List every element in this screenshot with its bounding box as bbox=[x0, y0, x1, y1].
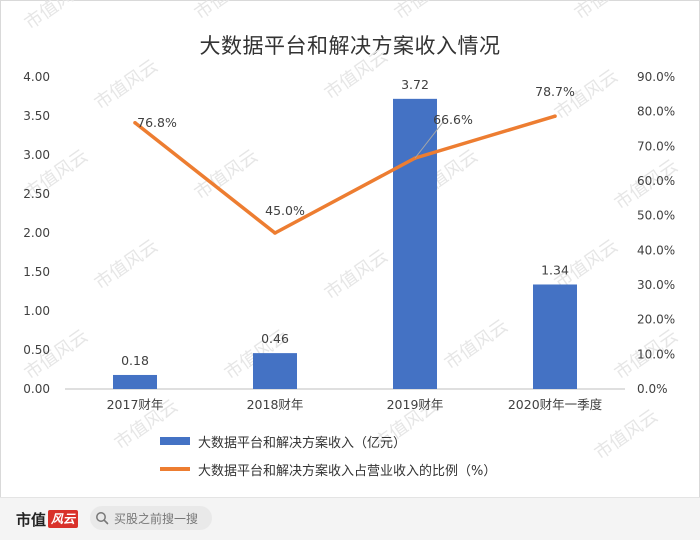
footer-bar: 市值 风云 买股之前搜一搜 bbox=[0, 497, 700, 540]
line-point bbox=[273, 231, 277, 235]
y-right-tick-label: 30.0% bbox=[637, 278, 675, 292]
y-right-tick-label: 50.0% bbox=[637, 209, 675, 223]
bar bbox=[533, 284, 577, 389]
search-input[interactable]: 买股之前搜一搜 bbox=[90, 506, 212, 530]
y-right-tick-label: 60.0% bbox=[637, 174, 675, 188]
line-value-label: 45.0% bbox=[265, 203, 305, 218]
x-tick-label: 2017财年 bbox=[107, 397, 164, 412]
y-left-tick-label: 0.50 bbox=[23, 343, 50, 357]
watermark-text: 市值风云 bbox=[91, 236, 162, 294]
watermark-text: 市值风云 bbox=[441, 316, 512, 374]
line-value-label: 66.6% bbox=[433, 112, 473, 127]
legend-line-swatch bbox=[160, 467, 190, 471]
bar bbox=[113, 374, 157, 389]
line-point bbox=[133, 120, 137, 125]
search-icon bbox=[90, 511, 114, 525]
brand-name: 市值 bbox=[16, 510, 47, 529]
label-leader-line bbox=[414, 121, 444, 159]
legend-line-label: 大数据平台和解决方案收入占营业收入的比例（%） bbox=[198, 463, 497, 479]
watermark-text: 市值风云 bbox=[571, 0, 642, 24]
line-point bbox=[553, 114, 557, 118]
legend-item-bar: 大数据平台和解决方案收入（亿元） bbox=[160, 432, 407, 451]
bar-value-label: 0.18 bbox=[121, 353, 149, 368]
bar bbox=[393, 98, 437, 389]
watermark-text: 市值风云 bbox=[21, 0, 92, 34]
x-tick-label: 2018财年 bbox=[247, 397, 304, 412]
watermark-text: 市值风云 bbox=[321, 46, 392, 104]
line-value-label: 76.8% bbox=[137, 115, 177, 130]
y-right-tick-label: 90.0% bbox=[637, 70, 675, 84]
y-left-tick-label: 1.50 bbox=[23, 265, 50, 279]
y-right-tick-label: 20.0% bbox=[637, 313, 675, 327]
y-left-tick-label: 2.50 bbox=[23, 187, 50, 201]
watermark-text: 市值风云 bbox=[91, 56, 162, 114]
y-left-tick-label: 4.00 bbox=[23, 70, 50, 84]
y-right-tick-label: 10.0% bbox=[637, 347, 675, 361]
y-left-tick-label: 0.00 bbox=[23, 382, 50, 396]
y-right-tick-label: 40.0% bbox=[637, 243, 675, 257]
legend-bar-swatch bbox=[160, 437, 190, 445]
bar bbox=[253, 353, 297, 389]
bar-value-label: 3.72 bbox=[401, 77, 429, 92]
bar-value-label: 0.46 bbox=[261, 331, 289, 346]
search-placeholder: 买股之前搜一搜 bbox=[114, 511, 199, 526]
y-left-tick-label: 2.00 bbox=[23, 226, 50, 240]
chart-title: 大数据平台和解决方案收入情况 bbox=[199, 34, 501, 58]
watermark-text: 市值风云 bbox=[191, 0, 262, 24]
brand-logo[interactable]: 市值 风云 bbox=[16, 508, 79, 530]
y-left-tick-label: 3.00 bbox=[23, 148, 50, 162]
x-tick-label: 2020财年一季度 bbox=[508, 397, 603, 412]
y-right-tick-label: 80.0% bbox=[637, 105, 675, 119]
watermark-text: 市值风云 bbox=[591, 406, 662, 464]
brand-badge: 风云 bbox=[48, 510, 79, 528]
line-value-label: 78.7% bbox=[535, 84, 575, 99]
watermark-text: 市值风云 bbox=[321, 246, 392, 304]
legend-bar-label: 大数据平台和解决方案收入（亿元） bbox=[198, 435, 407, 451]
y-left-tick-label: 3.50 bbox=[23, 109, 50, 123]
y-right-tick-label: 70.0% bbox=[637, 139, 675, 153]
watermark-text: 市值风云 bbox=[391, 0, 462, 24]
y-right-tick-label: 0.0% bbox=[637, 382, 668, 396]
line-series bbox=[133, 114, 556, 235]
legend-item-line: 大数据平台和解决方案收入占营业收入的比例（%） bbox=[160, 460, 497, 479]
y-left-tick-label: 1.00 bbox=[23, 304, 50, 318]
bar-value-label: 1.34 bbox=[541, 262, 569, 277]
x-tick-label: 2019财年 bbox=[387, 397, 444, 412]
